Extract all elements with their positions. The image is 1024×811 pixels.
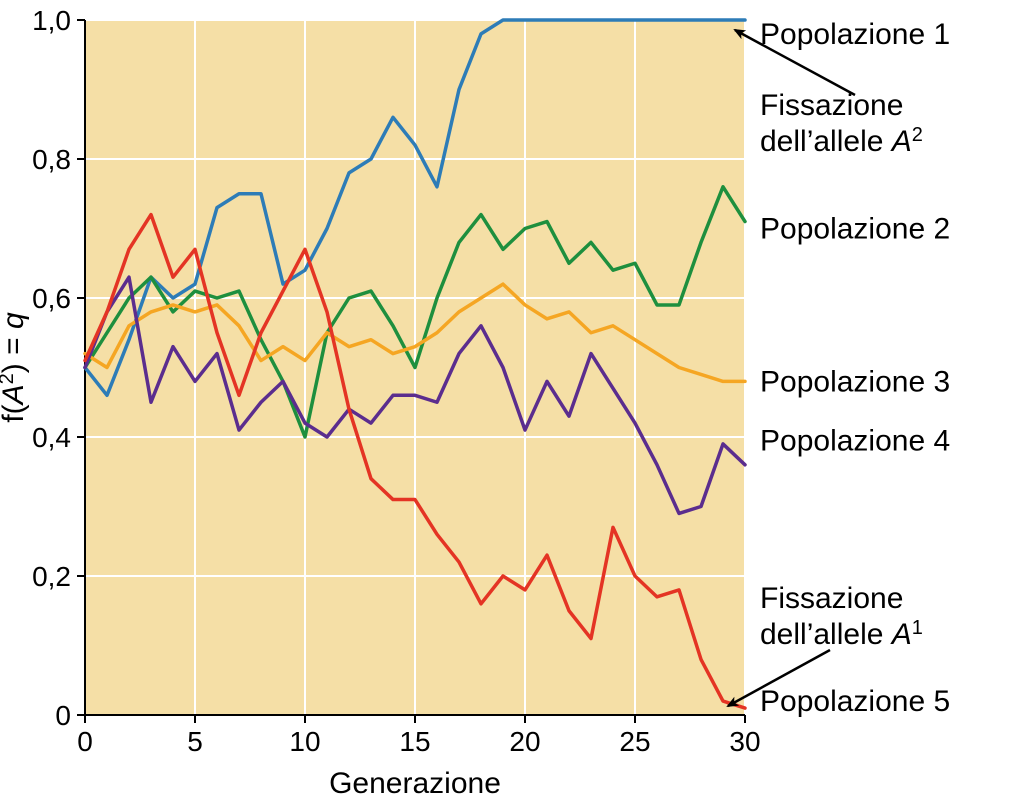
x-axis-label: Generazione [329, 767, 501, 800]
x-tick-label: 0 [77, 726, 93, 757]
x-tick-label: 5 [187, 726, 203, 757]
series-label-pop2: Popolazione 2 [760, 213, 950, 246]
x-tick-label: 20 [509, 726, 540, 757]
x-tick-label: 15 [399, 726, 430, 757]
x-tick-label: 30 [729, 726, 760, 757]
series-label-pop5: Popolazione 5 [760, 685, 950, 718]
x-tick-label: 10 [289, 726, 320, 757]
genetic-drift-chart: 0 5 10 15 20 25 30 0 0,2 0,4 0,6 0,8 1,0 Generazione f… [0, 0, 1024, 811]
y-tick-label: 0,4 [32, 422, 71, 453]
y-tick-label: 0,8 [32, 144, 71, 175]
chart-container: 0 5 10 15 20 25 30 0 0,2 0,4 0,6 0,8 1,0 Generazione f… [0, 0, 1024, 811]
y-tick-label: 0,2 [32, 561, 71, 592]
series-label-pop4: Popolazione 4 [760, 424, 950, 457]
fixation-a1-label-line2: dell’allele A1 [760, 617, 923, 651]
fixation-a1-label-line1: Fissazione [760, 582, 903, 615]
y-tick-label: 1,0 [32, 5, 71, 36]
series-label-pop1: Popolazione 1 [760, 18, 950, 51]
y-tick-label: 0,6 [32, 283, 71, 314]
y-tick-label: 0 [55, 700, 71, 731]
y-axis-label: f(A2) = q [0, 312, 30, 423]
x-tick-label: 25 [619, 726, 650, 757]
fixation-a2-label-line1: Fissazione [760, 89, 903, 122]
fixation-a2-label-line2: dell’allele A2 [760, 124, 923, 158]
series-label-pop3: Popolazione 3 [760, 365, 950, 398]
